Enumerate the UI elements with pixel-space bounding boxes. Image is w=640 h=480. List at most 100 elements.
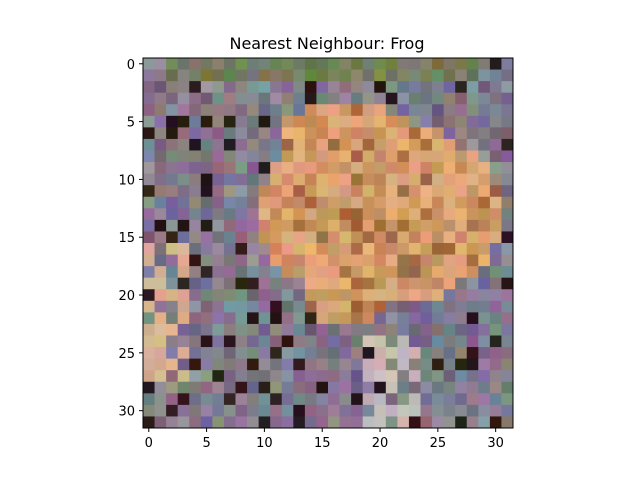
image-pixel [328,69,340,82]
image-pixel [304,381,317,394]
image-pixel [281,58,294,70]
image-pixel [339,173,352,186]
image-pixel [455,208,468,221]
image-pixel [154,185,167,198]
image-pixel [351,231,364,244]
image-pixel [501,323,514,336]
image-pixel [328,219,340,232]
image-pixel [189,381,202,394]
image-pixel [281,335,294,348]
image-pixel [304,300,317,313]
image-pixel [339,254,352,267]
image-pixel [235,162,248,175]
image-pixel [397,323,410,336]
image-pixel [166,381,179,394]
image-pixel [408,289,421,302]
image-pixel [316,312,329,325]
image-pixel [316,335,329,348]
image-pixel [154,196,167,209]
image-pixel [489,404,502,417]
image-pixel [455,289,468,302]
image-pixel [247,127,260,140]
image-pixel [235,219,248,232]
image-pixel [200,300,213,313]
image-pixel [489,208,502,221]
image-pixel [189,185,202,198]
y-tick-label: 15 [118,231,135,246]
image-pixel [328,300,340,313]
image-pixel [258,150,271,163]
image-pixel [247,323,260,336]
image-pixel [177,185,190,198]
image-pixel [154,127,167,140]
image-pixel [316,58,329,70]
image-pixel [443,381,456,394]
image-pixel [189,323,202,336]
image-pixel [177,416,190,429]
image-pixel [466,58,479,70]
image-pixel [408,81,421,94]
image-pixel [293,416,306,429]
image-pixel [408,150,421,163]
image-pixel [501,219,514,232]
image-pixel [489,115,502,128]
image-pixel [212,115,225,128]
image-pixel [223,104,236,117]
image-pixel [351,196,364,209]
image-pixel [166,370,179,383]
image-pixel [270,115,283,128]
image-pixel [432,300,445,313]
image-pixel [408,393,421,406]
image-pixel [316,254,329,267]
image-pixel [281,162,294,175]
image-pixel [223,127,236,140]
image-pixel [432,416,445,429]
image-pixel [247,404,260,417]
image-pixel [212,358,225,371]
image-pixel [235,370,248,383]
image-pixel [385,231,398,244]
image-pixel [385,219,398,232]
image-pixel [316,138,329,151]
image-pixel [223,370,236,383]
image-pixel [304,81,317,94]
image-pixel [212,196,225,209]
image-pixel [351,92,364,105]
image-pixel [189,150,202,163]
image-pixel [362,196,375,209]
image-pixel [443,185,456,198]
image-pixel [200,289,213,302]
image-pixel [293,404,306,417]
image-pixel [489,323,502,336]
image-pixel [223,266,236,279]
image-pixel [316,323,329,336]
image-pixel [443,370,456,383]
image-pixel [258,381,271,394]
image-pixel [166,150,179,163]
image-pixel [408,92,421,105]
image-pixel [247,289,260,302]
image-pixel [374,277,387,290]
image-pixel [501,312,514,325]
image-pixel [408,277,421,290]
image-pixel [270,150,283,163]
image-pixel [304,127,317,140]
image-pixel [258,196,271,209]
image-pixel [270,416,283,429]
y-tick-label: 30 [118,405,135,420]
image-pixel [397,115,410,128]
image-pixel [154,58,167,70]
image-pixel [351,243,364,255]
image-pixel [385,289,398,302]
image-pixel [501,300,514,313]
image-pixel [385,138,398,151]
image-pixel [374,335,387,348]
image-pixel [420,289,433,302]
image-pixel [166,416,179,429]
image-pixel [143,335,155,348]
image-pixel [362,104,375,117]
image-pixel [177,150,190,163]
image-pixel [339,219,352,232]
image-pixel [258,300,271,313]
image-pixel [270,312,283,325]
